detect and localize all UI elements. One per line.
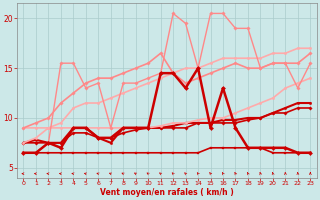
X-axis label: Vent moyen/en rafales ( km/h ): Vent moyen/en rafales ( km/h ) [100,188,234,197]
